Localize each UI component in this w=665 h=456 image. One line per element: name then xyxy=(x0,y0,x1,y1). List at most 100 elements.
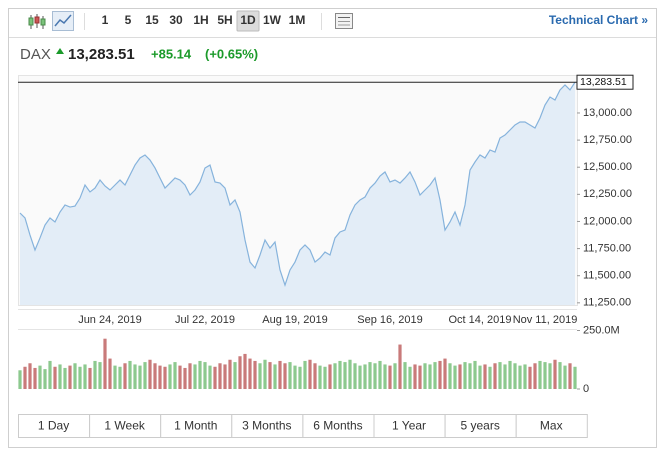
volume-bar xyxy=(23,366,27,389)
volume-bar xyxy=(428,364,432,389)
volume-bar xyxy=(483,364,487,389)
volume-bar xyxy=(33,367,37,389)
volume-bar xyxy=(208,365,212,389)
volume-bar xyxy=(368,362,372,389)
volume-bar xyxy=(448,363,452,389)
range-button[interactable]: 6 Months xyxy=(313,419,362,433)
range-button[interactable]: 1 Year xyxy=(392,419,426,433)
range-button[interactable]: 1 Month xyxy=(174,419,217,433)
volume-bar xyxy=(318,365,322,389)
volume-bar xyxy=(173,362,177,389)
line-icon[interactable] xyxy=(52,11,74,31)
table-icon[interactable] xyxy=(335,13,353,29)
y-tick-label: 12,000.00 xyxy=(583,215,632,227)
range-button[interactable]: 1 Day xyxy=(38,419,69,433)
volume-bar xyxy=(533,363,537,389)
volume-bar xyxy=(108,358,112,389)
range-button[interactable]: 3 Months xyxy=(242,419,291,433)
volume-bar xyxy=(358,365,362,389)
volume-bar xyxy=(123,363,127,389)
volume-bar xyxy=(518,365,522,389)
x-tick-label: Jul 22, 2019 xyxy=(175,314,235,326)
volume-bar xyxy=(418,365,422,389)
volume-bar xyxy=(48,360,52,389)
range-buttons: 1 Day 1 Week 1 Month 3 Months 6 Months 1 Year… xyxy=(18,414,588,438)
volume-bar xyxy=(338,360,342,389)
volume-bar xyxy=(168,364,172,389)
range-button[interactable]: Max xyxy=(540,419,563,433)
volume-bar xyxy=(403,362,407,389)
interval-button[interactable]: 1H xyxy=(193,13,208,27)
volume-bar xyxy=(333,363,337,389)
volume-bar xyxy=(28,363,32,389)
volume-bar xyxy=(388,365,392,389)
range-button[interactable]: 1 Week xyxy=(104,419,145,433)
volume-bar xyxy=(523,364,527,389)
volume-bar xyxy=(463,362,467,389)
volume-bar xyxy=(313,363,317,389)
y-tick-label: 11,750.00 xyxy=(583,242,631,254)
volume-bar xyxy=(38,365,42,389)
volume-bar xyxy=(88,367,92,389)
volume-bar xyxy=(273,364,277,389)
price-line xyxy=(19,81,576,287)
volume-bar xyxy=(118,366,122,389)
interval-button[interactable]: 15 xyxy=(145,13,159,27)
volume-bar xyxy=(473,360,477,389)
interval-button[interactable]: 1D xyxy=(240,13,256,27)
volume-bar xyxy=(443,358,447,389)
volume-tick-label: 250.0M xyxy=(583,324,620,336)
volume-bar xyxy=(553,359,557,389)
volume-bar xyxy=(548,363,552,389)
volume-bar xyxy=(53,366,57,389)
x-tick-label: Oct 14, 2019 xyxy=(449,314,512,326)
volume-bar xyxy=(278,360,282,389)
interval-button[interactable]: 5 xyxy=(125,13,132,27)
volume-bar xyxy=(73,363,77,389)
volume-bar xyxy=(438,360,442,389)
volume-bar xyxy=(433,362,437,389)
x-tick-label: Nov 11, 2019 xyxy=(513,314,578,326)
volume-bar xyxy=(453,365,457,389)
volume-bar xyxy=(243,353,247,389)
volume-bar xyxy=(103,338,107,389)
volume-bar xyxy=(228,359,232,389)
candlestick-icon[interactable] xyxy=(28,14,46,29)
volume-bar xyxy=(423,363,427,389)
volume-bar xyxy=(153,363,157,389)
volume-bar xyxy=(543,362,547,389)
volume-bar xyxy=(323,366,327,389)
y-tick-label: 11,250.00 xyxy=(583,297,631,309)
range-button-bg[interactable] xyxy=(515,414,588,438)
interval-button[interactable]: 30 xyxy=(169,13,183,27)
volume-bar xyxy=(203,362,207,389)
volume-bar xyxy=(308,359,312,389)
volume-bar xyxy=(233,362,237,389)
technical-chart-link[interactable]: Technical Chart » xyxy=(549,13,648,27)
interval-button[interactable]: 1M xyxy=(289,13,306,27)
interval-buttons: 1 5 15 30 1H 5H 1D 1W 1M xyxy=(102,10,306,32)
interval-button[interactable]: 1W xyxy=(263,13,282,27)
interval-button[interactable]: 5H xyxy=(217,13,232,27)
volume-bar xyxy=(353,363,357,389)
volume-bar xyxy=(378,360,382,389)
volume-bar xyxy=(408,366,412,389)
x-tick-label: Sep 16, 2019 xyxy=(357,314,422,326)
volume-bar xyxy=(383,364,387,389)
volume-bar xyxy=(128,360,132,389)
volume-bar xyxy=(248,358,252,389)
volume-bar xyxy=(563,365,567,389)
y-tick-label: 12,500.00 xyxy=(583,161,632,173)
last-value-tag xyxy=(576,74,634,90)
symbol: DAX xyxy=(20,46,51,63)
volume-bar xyxy=(58,364,62,389)
interval-button[interactable]: 1 xyxy=(102,13,109,27)
volume-bar xyxy=(193,364,197,389)
volume-bar xyxy=(513,363,517,389)
volume-bar xyxy=(288,362,292,389)
volume-bar xyxy=(478,365,482,389)
range-button[interactable]: 5 years xyxy=(460,419,499,433)
volume-bar xyxy=(18,370,22,389)
volume-bar xyxy=(98,362,102,389)
